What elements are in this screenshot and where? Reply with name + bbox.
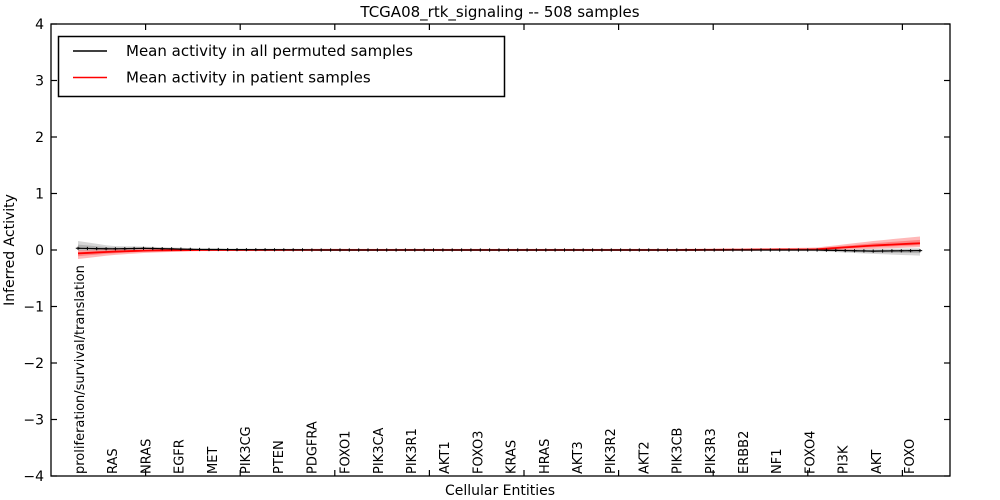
x-category-label: AKT2: [637, 441, 652, 474]
x-category-label: PIK3CA: [372, 427, 387, 474]
x-category-label: FOXO3: [471, 431, 486, 474]
x-category-label: MET: [206, 447, 221, 474]
y-tick-label: 1: [35, 187, 44, 203]
x-category-label: AKT: [870, 450, 885, 474]
x-category-label: FOXO: [903, 439, 918, 474]
x-category-label: NF1: [770, 449, 785, 474]
x-category-label: PIK3CB: [671, 428, 686, 474]
y-tick-label: 0: [35, 243, 44, 259]
x-category-label: AKT3: [571, 441, 586, 474]
y-axis-label: Inferred Activity: [2, 194, 18, 306]
x-category-label: FOXO1: [339, 431, 354, 474]
x-category-label: RAS: [106, 448, 121, 474]
y-tick-label: −2: [23, 356, 44, 372]
x-category-label: EGFR: [173, 439, 188, 474]
x-category-label: PDGFRA: [305, 421, 320, 474]
legend-label-permuted: Mean activity in all permuted samples: [126, 42, 413, 60]
x-category-label: AKT1: [438, 441, 453, 474]
legend: Mean activity in all permuted samples Me…: [57, 35, 506, 98]
legend-label-patient: Mean activity in patient samples: [126, 69, 371, 87]
x-category-label: ERBB2: [737, 431, 752, 474]
x-category-label: NRAS: [139, 439, 154, 474]
y-tick-label: −4: [23, 469, 44, 485]
y-tick-label: 4: [35, 17, 44, 33]
x-category-label: HRAS: [538, 439, 553, 474]
x-category-label: PIK3CG: [239, 426, 254, 474]
band-outer-1: [78, 236, 920, 260]
x-category-label: proliferation/survival/translation: [73, 265, 88, 474]
x-category-label: PIK3R2: [604, 428, 619, 474]
legend-box: [57, 35, 506, 98]
y-tick-label: −3: [23, 413, 44, 429]
series-markers-permuted: [75, 246, 923, 253]
chart-title: TCGA08_rtk_signaling -- 508 samples: [359, 3, 639, 22]
x-category-label: PI3K: [837, 445, 852, 474]
x-category-label: PIK3R3: [704, 428, 719, 474]
x-category-label: PTEN: [272, 440, 287, 474]
y-tick-label: 3: [35, 74, 44, 90]
x-category-label: FOXO4: [803, 431, 818, 474]
axis-layer: 4 3 2 1 0 −1 −2 −3 −4 proliferation/survival/tran…: [23, 17, 951, 485]
y-tick-label: −1: [23, 300, 44, 316]
plot-layer: [75, 236, 923, 260]
y-tick-label: 2: [35, 130, 44, 146]
x-axis-label: Cellular Entities: [445, 483, 555, 499]
x-category-label: PIK3R1: [405, 428, 420, 474]
x-category-label: KRAS: [505, 440, 520, 474]
